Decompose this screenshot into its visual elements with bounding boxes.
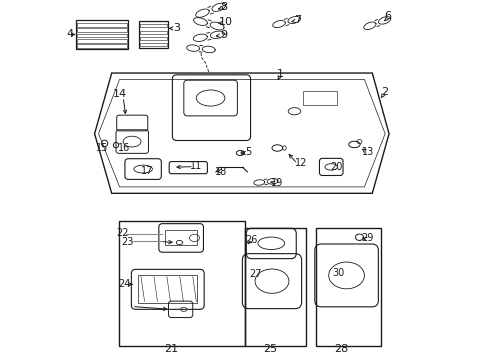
Text: 28: 28 <box>334 344 348 354</box>
Bar <box>303 91 337 105</box>
Text: 9: 9 <box>220 30 227 40</box>
Text: 3: 3 <box>173 23 180 33</box>
Bar <box>140 24 167 27</box>
Bar <box>77 23 127 27</box>
Text: 13: 13 <box>361 147 373 157</box>
Bar <box>119 221 244 346</box>
Bar <box>165 230 197 245</box>
Bar <box>140 44 167 46</box>
Text: 7: 7 <box>294 14 301 24</box>
Text: 24: 24 <box>119 279 131 289</box>
Bar <box>138 275 197 302</box>
Text: 22: 22 <box>116 228 128 238</box>
Text: 14: 14 <box>113 89 127 99</box>
Bar <box>76 19 128 49</box>
Text: 20: 20 <box>329 162 342 172</box>
Text: 27: 27 <box>248 269 261 279</box>
Bar <box>244 228 305 346</box>
Text: 8: 8 <box>220 2 227 12</box>
Text: 19: 19 <box>271 177 283 188</box>
Text: 16: 16 <box>118 143 130 153</box>
Text: 10: 10 <box>219 17 232 27</box>
Text: 26: 26 <box>245 235 257 245</box>
Text: 2: 2 <box>381 87 387 97</box>
Text: 11: 11 <box>190 161 202 171</box>
Bar <box>77 45 127 48</box>
Text: 17: 17 <box>141 166 153 176</box>
Text: 23: 23 <box>121 237 133 247</box>
Bar <box>315 228 380 346</box>
Text: 29: 29 <box>361 233 373 243</box>
Text: 5: 5 <box>244 147 251 157</box>
Bar <box>77 34 127 37</box>
Text: 15: 15 <box>95 143 108 153</box>
Text: 1: 1 <box>276 69 283 79</box>
Text: 18: 18 <box>215 167 227 177</box>
Text: 30: 30 <box>331 268 344 278</box>
Bar <box>77 28 127 32</box>
Bar <box>140 31 167 33</box>
Bar <box>139 21 168 48</box>
Bar <box>77 39 127 43</box>
Text: 4: 4 <box>67 30 74 40</box>
Text: 12: 12 <box>294 158 306 168</box>
Text: 25: 25 <box>263 344 277 354</box>
Text: 21: 21 <box>164 344 178 354</box>
Text: 6: 6 <box>383 11 390 21</box>
Bar <box>140 37 167 40</box>
